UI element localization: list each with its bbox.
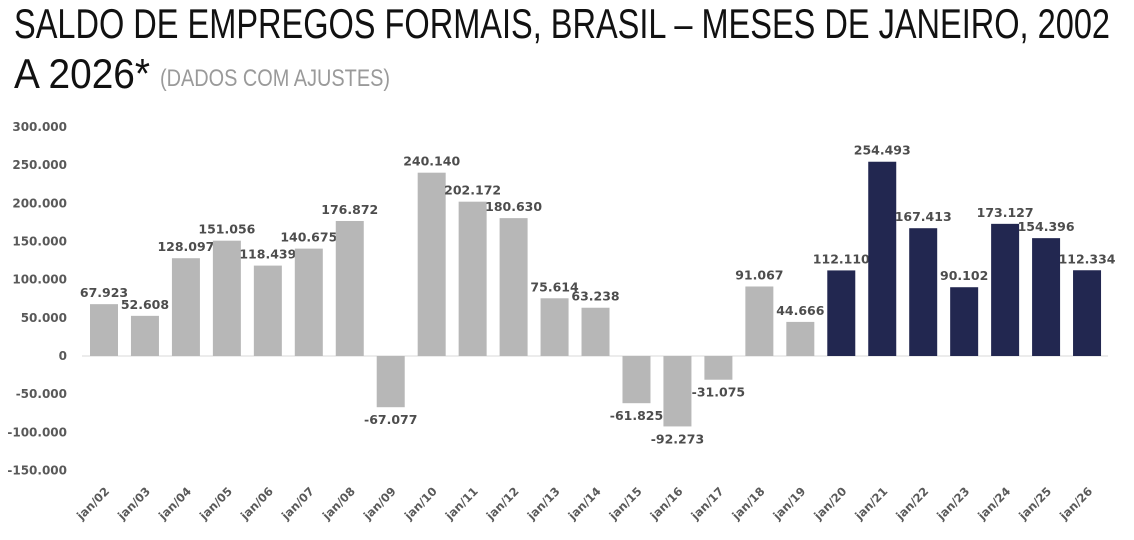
y-tick-label: 200.000	[12, 196, 67, 210]
chart-title-line2: A 2026*	[14, 50, 150, 97]
x-tick-label: jan/20	[810, 484, 849, 523]
bar-jan/04	[171, 258, 200, 356]
x-tick-label: jan/23	[933, 484, 972, 523]
bar-jan/20	[827, 270, 856, 356]
x-tick-label: jan/11	[442, 484, 481, 523]
x-tick-label: jan/09	[360, 484, 399, 523]
x-tick-label: jan/24	[974, 484, 1013, 523]
x-tick-label: jan/04	[155, 484, 194, 523]
x-tick-label: jan/14	[565, 484, 604, 523]
bar-jan/16	[663, 356, 692, 427]
data-label: 118.439	[239, 247, 296, 262]
y-tick-label: -100.000	[7, 425, 67, 439]
y-tick-label: 0	[59, 349, 67, 363]
data-label: -67.077	[364, 412, 417, 427]
data-label: 202.172	[444, 183, 501, 198]
bar-jan/07	[294, 248, 323, 356]
bar-jan/06	[253, 265, 282, 356]
data-label: 140.675	[280, 230, 337, 245]
x-tick-label: jan/25	[1015, 484, 1054, 523]
bar-jan/14	[581, 307, 610, 356]
bar-jan/18	[745, 286, 774, 356]
y-tick-label: 50.000	[21, 311, 67, 325]
x-tick-label: jan/10	[401, 484, 440, 523]
data-label: 254.493	[854, 143, 911, 158]
data-label: 128.097	[157, 239, 214, 254]
x-tick-label: jan/17	[688, 484, 727, 523]
data-label: 67.923	[80, 285, 128, 300]
data-label: 112.110	[813, 251, 870, 266]
y-axis: 300.000 250.000 200.000 150.000 100.000 50.00…	[7, 120, 1108, 478]
chart-subtitle: (DADOS COM AJUSTES)	[160, 65, 390, 92]
x-tick-label: jan/13	[524, 484, 563, 523]
data-label: 167.413	[895, 209, 952, 224]
bar-jan/23	[950, 287, 979, 356]
bar-jan/15	[622, 356, 651, 404]
x-tick-label: jan/05	[196, 484, 235, 523]
bar-jan/08	[335, 220, 364, 356]
x-tick-label: jan/26	[1056, 484, 1095, 523]
bar-jan/17	[704, 356, 733, 380]
x-tick-label: jan/16	[647, 484, 686, 523]
data-label: 151.056	[198, 222, 255, 237]
data-label: 112.334	[1059, 251, 1116, 266]
data-label: -92.273	[651, 431, 704, 446]
bar-jan/13	[540, 298, 569, 356]
x-tick-label: jan/22	[892, 484, 931, 523]
y-tick-label: 150.000	[12, 235, 67, 249]
x-tick-label: jan/03	[114, 484, 153, 523]
y-tick-label: 250.000	[12, 158, 67, 172]
bar-jan/03	[130, 315, 159, 356]
data-label: 44.666	[776, 303, 825, 318]
x-tick-label: jan/06	[237, 484, 276, 523]
y-tick-label: -50.000	[16, 387, 67, 401]
bar-jan/24	[991, 223, 1020, 356]
x-tick-label: jan/12	[483, 484, 522, 523]
x-tick-label: jan/15	[606, 484, 645, 523]
bar-jan/12	[499, 218, 528, 356]
bar-jan/10	[417, 172, 446, 356]
bar-jan/26	[1073, 270, 1102, 356]
data-label: 240.140	[403, 154, 460, 169]
x-tick-label: jan/08	[319, 484, 358, 523]
data-label: 176.872	[321, 202, 378, 217]
x-axis: jan/02 jan/03 jan/04 jan/05 jan/06 jan/07 jan/…	[73, 484, 1095, 523]
x-tick-label: jan/21	[851, 484, 890, 523]
bar-jan/22	[909, 228, 938, 356]
data-label: 154.396	[1018, 219, 1075, 234]
data-label: -61.825	[610, 408, 663, 423]
data-label: 90.102	[940, 268, 988, 283]
bar-jan/21	[868, 161, 897, 356]
x-tick-label: jan/07	[278, 484, 317, 523]
bar-jan/19	[786, 321, 815, 356]
bar-jan/25	[1032, 238, 1061, 356]
bar-jan/11	[458, 201, 487, 356]
data-label: 63.238	[571, 289, 619, 304]
data-label: -31.075	[692, 385, 745, 400]
x-tick-label: jan/18	[729, 484, 768, 523]
data-label: 173.127	[977, 205, 1034, 220]
data-label: 75.614	[530, 279, 579, 294]
y-tick-label: -150.000	[7, 464, 67, 478]
x-tick-label: jan/19	[769, 484, 808, 523]
bar-jan/02	[90, 304, 118, 356]
y-tick-label: 100.000	[12, 273, 67, 287]
bar-jan/05	[212, 240, 241, 356]
data-label: 91.067	[735, 267, 783, 282]
chart-title-line1: SALDO DE EMPREGOS FORMAIS, BRASIL – MESE…	[14, 0, 1110, 47]
data-label: 180.630	[485, 199, 542, 214]
data-label: 52.608	[121, 297, 169, 312]
x-tick-label: jan/02	[73, 484, 112, 523]
y-tick-label: 300.000	[12, 120, 67, 134]
bar-jan/09	[376, 356, 405, 408]
